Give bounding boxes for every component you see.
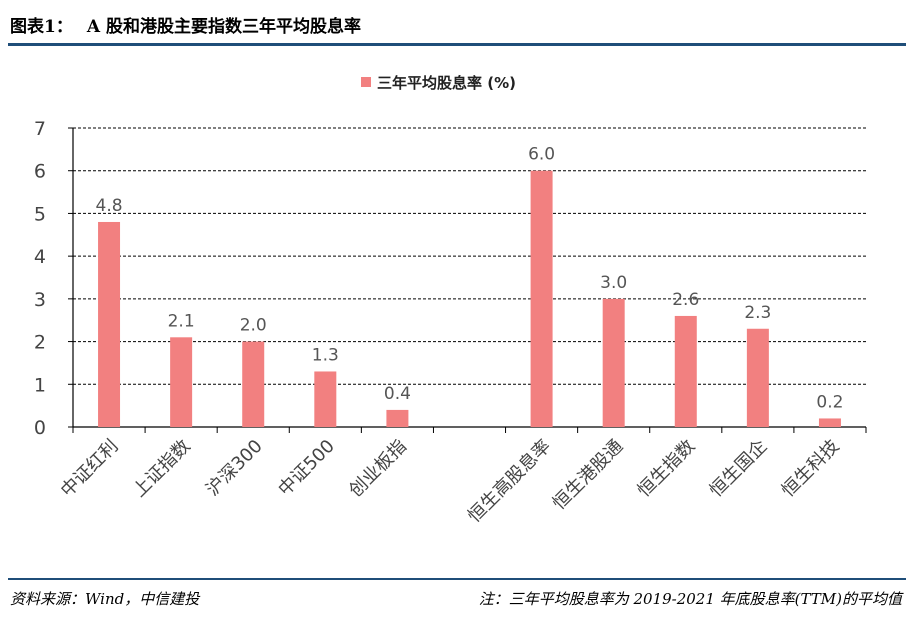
legend-swatch [361, 77, 371, 87]
bar [746, 328, 769, 427]
y-tick-label: 0 [34, 417, 46, 439]
footnote: 注：三年平均股息率为 2019-2021 年底股息率(TTM)的平均值 [478, 590, 902, 608]
x-tick-label: 中证红利 [57, 436, 123, 502]
x-tick-label: 恒生国企 [706, 436, 772, 502]
bar [530, 170, 553, 427]
x-tick-label: 中证500 [274, 436, 339, 501]
data-label: 6.0 [528, 145, 555, 165]
bar [674, 315, 697, 427]
y-tick-label: 3 [34, 289, 46, 311]
x-tick-label: 沪深300 [202, 436, 267, 501]
y-tick-label: 4 [34, 246, 46, 268]
x-tick-label: 恒生港股通 [549, 436, 627, 514]
source-note: 资料来源：Wind，中信建投 [10, 590, 200, 608]
data-label: 1.3 [312, 345, 339, 365]
data-label: 2.6 [672, 290, 699, 310]
data-label: 2.0 [240, 316, 267, 336]
bar [602, 298, 625, 427]
bar [170, 337, 193, 427]
legend-label: 三年平均股息率 (%) [377, 74, 516, 92]
data-label: 2.3 [744, 303, 771, 323]
figure-title: 图表1： A 股和港股主要指数三年平均股息率 [10, 12, 361, 37]
bar [386, 409, 409, 427]
x-tick-label: 恒生科技 [778, 436, 844, 502]
data-label: 2.1 [168, 311, 195, 331]
figure-title-text: A 股和港股主要指数三年平均股息率 [86, 17, 361, 37]
y-tick-label: 5 [34, 203, 46, 225]
data-label: 0.2 [816, 392, 843, 412]
top-rule [8, 43, 906, 46]
data-label: 0.4 [384, 384, 411, 404]
data-label: 3.0 [600, 273, 627, 293]
bottom-rule [8, 578, 906, 580]
x-tick-label: 上证指数 [129, 436, 195, 502]
data-label: 4.8 [96, 196, 123, 216]
figure-label: 图表1： [10, 17, 73, 37]
x-tick-label: 创业板指 [345, 436, 411, 502]
bar [818, 418, 841, 427]
bar [242, 341, 265, 427]
y-tick-label: 7 [34, 118, 46, 140]
y-tick-label: 1 [34, 374, 46, 396]
x-tick-label: 恒生指数 [634, 436, 700, 502]
bar [314, 371, 337, 427]
bar [98, 221, 121, 427]
y-tick-label: 2 [34, 332, 46, 354]
y-tick-label: 6 [34, 161, 46, 183]
x-tick-label: 恒生高股息率 [464, 436, 555, 527]
